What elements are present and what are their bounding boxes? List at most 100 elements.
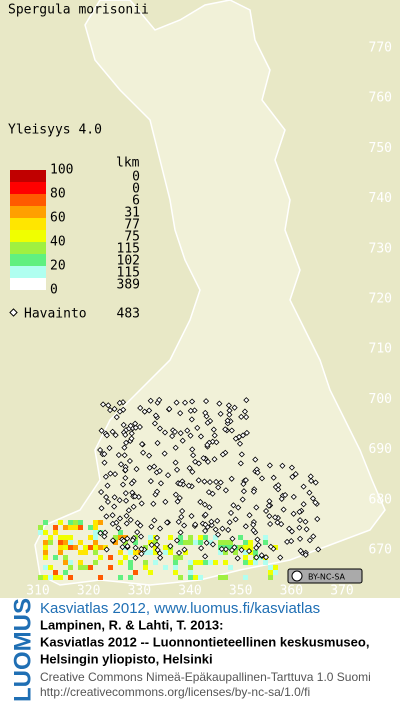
observation-diamond — [141, 408, 148, 415]
y-coordinate-label: 690 — [369, 442, 392, 457]
grid-cell — [143, 560, 148, 565]
observation-diamond — [237, 460, 244, 467]
grid-cell — [78, 520, 83, 525]
observation-diamond — [147, 478, 154, 485]
observation-diamond — [279, 462, 286, 469]
grid-cell — [178, 555, 183, 560]
observation-diamond — [133, 466, 140, 473]
grid-cell — [63, 545, 68, 550]
legend-band — [10, 242, 46, 254]
observation-diamond — [125, 507, 132, 514]
observation-diamond — [123, 512, 130, 519]
observation-diamond — [153, 534, 161, 541]
legend-band — [10, 230, 46, 242]
observation-diamond — [254, 536, 261, 543]
grid-cell — [93, 525, 98, 530]
grid-cell — [218, 575, 223, 580]
observation-diamond — [213, 478, 220, 485]
x-coordinate-label: 360 — [280, 584, 303, 599]
observation-diamond — [124, 535, 131, 542]
observation-diamond — [310, 533, 317, 540]
observation-diamond — [138, 550, 145, 557]
observation-diamond — [203, 539, 210, 546]
observation-diamond — [192, 521, 199, 528]
grid-cell — [228, 565, 233, 570]
grid-cell — [223, 575, 228, 580]
observation-diamond — [164, 472, 172, 479]
observation-diamond — [202, 527, 209, 534]
observation-diamond — [188, 416, 195, 423]
grid-cell — [48, 575, 53, 580]
observation-diamond — [258, 552, 265, 559]
observation-diamond — [117, 461, 125, 468]
grid-cell — [243, 555, 248, 560]
observation-diamond — [138, 545, 145, 553]
observation-diamond — [238, 451, 245, 458]
observation-diamond — [266, 498, 273, 505]
legend-band — [10, 254, 46, 266]
grid-cell — [178, 535, 183, 540]
observation-diamond — [104, 482, 111, 489]
observation-diamond — [202, 511, 209, 518]
observation-diamond — [173, 537, 181, 544]
observation-diamond — [111, 494, 118, 501]
grid-cell — [43, 575, 48, 580]
grid-cell — [98, 575, 103, 580]
grid-cell — [213, 560, 218, 565]
observation-diamond — [101, 533, 108, 540]
observation-diamond — [275, 482, 282, 489]
grid-cell — [128, 560, 133, 565]
observation-diamond — [171, 428, 178, 435]
observation-diamond — [306, 489, 313, 496]
license-badge: BY-NC-SA — [287, 568, 363, 584]
grid-cell — [78, 525, 83, 530]
grid-cell — [93, 530, 98, 535]
observation-diamond — [240, 480, 247, 488]
scale-label: 60 — [50, 211, 66, 226]
observation-label: Havainto — [24, 307, 87, 322]
observation-diamond — [131, 493, 139, 500]
observation-diamond — [238, 413, 245, 420]
grid-cell — [123, 555, 128, 560]
observation-diamond — [112, 432, 119, 439]
grid-cell — [188, 570, 193, 575]
grid-cell — [53, 525, 58, 530]
observation-diamond — [121, 444, 128, 451]
observation-diamond — [176, 549, 183, 556]
grid-cell — [173, 565, 178, 570]
observation-diamond — [156, 425, 164, 432]
grid-cell — [68, 535, 73, 540]
observation-diamond — [250, 521, 257, 528]
observation-diamond — [157, 480, 165, 487]
observation-diamond — [212, 526, 219, 533]
observation-diamond — [106, 445, 113, 452]
observation-diamond — [296, 508, 303, 515]
observation-diamond — [101, 450, 108, 458]
observation-diamond — [218, 545, 225, 553]
grid-cell — [113, 540, 118, 545]
observation-diamond — [228, 547, 235, 554]
grid-cell — [238, 535, 243, 540]
observation-diamond — [189, 446, 196, 453]
observation-diamond — [132, 424, 139, 431]
observation-diamond — [98, 427, 105, 434]
observation-diamond — [267, 543, 274, 550]
observation-diamond — [116, 408, 123, 415]
grid-cell — [148, 535, 153, 540]
scale-label: 100 — [50, 163, 73, 178]
grid-cell — [148, 570, 153, 575]
observation-diamond — [109, 520, 116, 527]
observation-diamond — [146, 407, 153, 414]
grid-cell — [273, 545, 278, 550]
grid-cell — [263, 560, 268, 565]
observation-diamond — [119, 481, 127, 488]
grid-cell — [128, 565, 133, 570]
observation-diamond — [243, 429, 250, 436]
observation-diamond — [191, 407, 198, 414]
observation-diamond — [132, 554, 139, 561]
grid-cell — [248, 540, 253, 545]
observation-diamond — [209, 541, 217, 548]
grid-cell — [43, 545, 48, 550]
observation-diamond — [284, 538, 291, 545]
grid-cell — [98, 555, 103, 560]
